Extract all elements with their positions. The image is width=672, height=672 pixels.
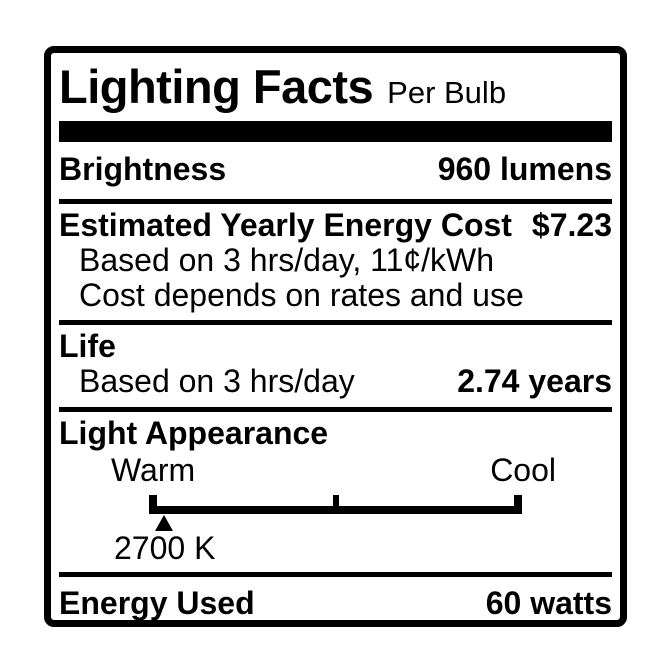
energy-cost-basis-note: Based on 3 hrs/day, 11¢/kWh <box>79 242 495 279</box>
lighting-facts-label: Lighting Facts Per Bulb Brightness 960 l… <box>44 46 627 627</box>
light-appearance-heading: Light Appearance <box>59 415 329 452</box>
energy-cost-disclaimer-note: Cost depends on rates and use <box>79 277 524 314</box>
section-divider <box>59 407 612 413</box>
light-appearance-section: Light Appearance Warm Cool 2700 K <box>59 412 612 572</box>
scale-right-cap <box>514 494 522 514</box>
life-section: Life Based on 3 hrs/day 2.74 years <box>59 325 612 408</box>
life-basis: Based on 3 hrs/day <box>79 363 355 400</box>
temperature-marker-row <box>149 514 522 532</box>
life-heading: Life <box>59 327 116 364</box>
warm-label: Warm <box>111 452 196 488</box>
energy-cost-section: Estimated Yearly Energy Cost $7.23 Based… <box>59 204 612 320</box>
energy-used-row: Energy Used 60 watts <box>59 577 612 622</box>
energy-used-value: 60 watts <box>485 585 612 622</box>
per-bulb-subtitle: Per Bulb <box>387 75 507 110</box>
section-divider <box>59 198 612 204</box>
label-header: Lighting Facts Per Bulb <box>59 59 612 121</box>
energy-cost-heading: Estimated Yearly Energy Cost <box>59 206 512 243</box>
temperature-marker-icon <box>154 514 173 531</box>
brightness-row: Brightness 960 lumens <box>59 142 612 199</box>
temperature-value: 2700 K <box>114 529 216 566</box>
brightness-value: 960 lumens <box>437 150 612 187</box>
header-separator-bar <box>59 120 612 142</box>
warm-cool-row: Warm Cool <box>59 452 612 488</box>
section-divider <box>59 319 612 325</box>
label-title: Lighting Facts <box>59 60 374 113</box>
scale-middle-tick <box>332 494 339 514</box>
life-value: 2.74 years <box>457 363 612 400</box>
life-row: Based on 3 hrs/day 2.74 years <box>59 364 612 400</box>
color-temperature-scale <box>149 494 522 514</box>
section-divider <box>59 572 612 578</box>
energy-cost-value: $7.23 <box>531 206 612 243</box>
energy-used-label: Energy Used <box>59 585 255 622</box>
brightness-label: Brightness <box>59 150 227 187</box>
scale-left-cap <box>149 494 157 514</box>
energy-cost-heading-row: Estimated Yearly Energy Cost $7.23 <box>59 207 612 244</box>
cool-label: Cool <box>490 452 556 488</box>
